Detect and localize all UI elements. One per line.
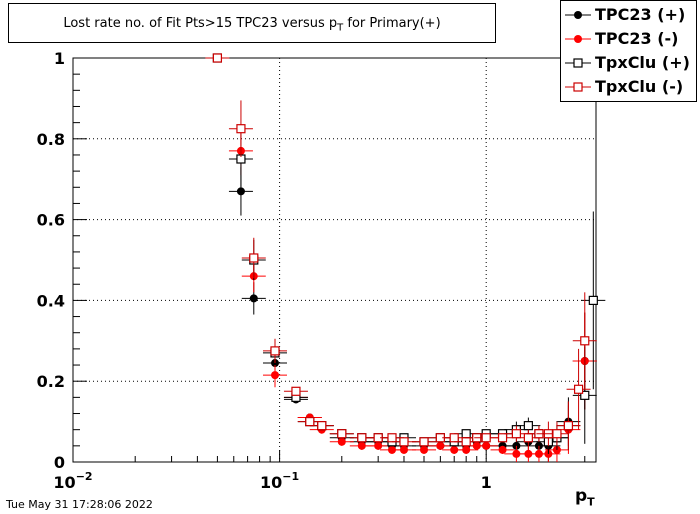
y-tick-label-4: 0.8 xyxy=(37,130,65,149)
x-tick-label-0: 10−2 xyxy=(53,470,92,492)
data-point xyxy=(399,445,408,454)
data-point xyxy=(357,441,366,450)
data-point xyxy=(481,433,491,443)
data-point xyxy=(449,433,459,443)
series-3 xyxy=(205,53,597,450)
legend-marker-1 xyxy=(565,35,591,43)
plot-frame xyxy=(72,57,597,463)
data-point xyxy=(270,346,280,356)
data-point xyxy=(387,433,397,443)
data-point xyxy=(249,253,259,263)
x-tick-label-1: 10−1 xyxy=(260,470,299,492)
data-point xyxy=(580,336,590,346)
series-0 xyxy=(205,54,597,458)
data-point xyxy=(482,441,491,450)
data-point xyxy=(420,445,429,454)
data-point xyxy=(337,437,346,446)
series-2 xyxy=(205,53,606,454)
y-tick-label-1: 0.2 xyxy=(37,372,65,391)
x-axis-label-subscript: T xyxy=(587,495,595,509)
data-point xyxy=(236,187,245,196)
data-point xyxy=(212,53,223,63)
x-axis-label: pT xyxy=(575,486,595,508)
legend-label-1: TPC23 (-) xyxy=(595,29,679,48)
data-point xyxy=(436,441,445,450)
y-tick-label-2: 0.4 xyxy=(37,291,65,310)
data-point xyxy=(498,445,507,454)
chart-title-box: Lost rate no. of Fit Pts>15 TPC23 versus… xyxy=(8,3,496,43)
legend-label-2: TpxClu (+) xyxy=(595,53,690,72)
data-points xyxy=(205,53,606,462)
data-point xyxy=(357,433,367,443)
legend-entry-2: TpxClu (+) xyxy=(561,51,696,75)
data-point xyxy=(270,371,279,380)
data-point xyxy=(563,421,574,431)
legend-marker-2 xyxy=(565,58,591,68)
data-point xyxy=(374,441,383,450)
data-point xyxy=(236,124,246,134)
data-point xyxy=(588,295,598,305)
legend-entry-0: TPC23 (+) xyxy=(561,3,696,27)
data-point xyxy=(511,429,521,439)
y-tick-label-3: 0.6 xyxy=(37,211,65,230)
legend-entry-3: TpxClu (-) xyxy=(561,75,696,99)
chart-title-main: Lost rate no. of Fit Pts>15 TPC23 versus… xyxy=(63,16,338,31)
chart-title: Lost rate no. of Fit Pts>15 TPC23 versus… xyxy=(9,16,495,34)
chart-title-suffix: for Primary(+) xyxy=(343,16,441,31)
data-point xyxy=(419,437,429,447)
x-tick-label-2: 1 xyxy=(481,473,492,492)
data-point xyxy=(317,421,327,431)
data-point xyxy=(337,429,347,439)
data-point xyxy=(461,437,471,447)
data-point xyxy=(523,421,533,431)
data-point xyxy=(580,390,590,400)
chart-title-subscript: T xyxy=(337,22,344,34)
data-point xyxy=(399,437,409,447)
legend-entry-1: TPC23 (-) xyxy=(561,27,696,51)
legend-marker-3 xyxy=(565,82,591,92)
legend-label-0: TPC23 (+) xyxy=(595,5,686,24)
data-point xyxy=(461,429,471,439)
x-axis-label-main: p xyxy=(575,486,588,506)
data-point xyxy=(249,294,258,303)
data-point xyxy=(291,386,301,396)
y-tick-label-0: 0 xyxy=(54,453,65,472)
grid-lines xyxy=(72,57,596,463)
legend-marker-0 xyxy=(565,11,591,19)
data-point xyxy=(573,384,584,394)
data-point xyxy=(552,429,562,439)
axis-ticks: 10−2 10−1 1 0 0.2 0.4 0.6 0.8 1 xyxy=(37,49,586,492)
data-point xyxy=(305,417,315,427)
y-tick-label-5: 1 xyxy=(54,49,65,68)
data-point xyxy=(523,433,533,443)
data-point xyxy=(462,445,471,454)
legend-label-3: TpxClu (-) xyxy=(595,77,684,96)
data-point xyxy=(497,433,508,443)
timestamp: Tue May 31 17:28:06 2022 xyxy=(6,498,153,511)
legend: TPC23 (+) TPC23 (-) TpxClu (+) TpxClu (-) xyxy=(560,0,697,102)
